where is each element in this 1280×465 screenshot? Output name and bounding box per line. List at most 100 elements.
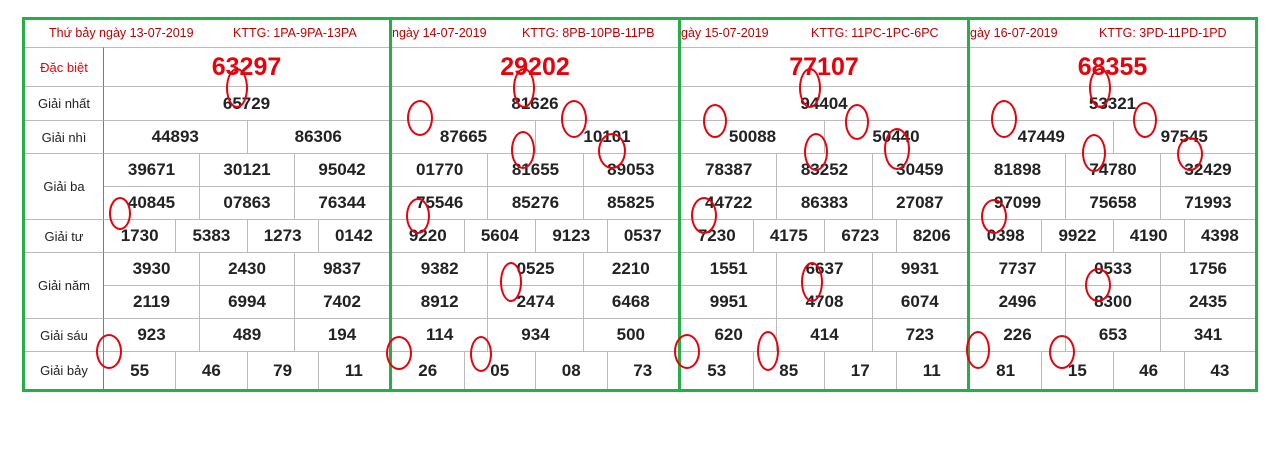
prize-number: 2210 [582, 253, 678, 285]
prize-row: 29202 [392, 47, 678, 86]
prize-label: Giải bảy [25, 351, 104, 389]
prize-number: 9837 [294, 253, 389, 285]
prize-number: 50088 [728, 127, 777, 146]
prize-number: 6468 [582, 286, 678, 318]
prize-row: 7737 0533 1756 [970, 252, 1255, 285]
result-panel-4: gày 16-07-2019 KTTG: 3PD-11PD-1PD 68355 533… [970, 20, 1255, 389]
prize-number: 46 [175, 352, 246, 389]
special-prize-number: 29202 [500, 52, 570, 81]
prize-number: 5604 [463, 220, 536, 252]
prize-number: 11 [317, 352, 389, 389]
prize-number: 0537 [606, 220, 679, 252]
prize-number: 1730 [120, 226, 159, 245]
prize-label: Giải tư [25, 219, 104, 252]
prize-number: 4398 [1183, 220, 1255, 252]
prize-row: 114 934 500 [392, 318, 678, 351]
lottery-results-table: Thứ bảy ngày 13-07-2019 KTTG: 1PA-9PA-13P… [22, 17, 1258, 392]
prize-row: 1730 5383 1273 0142 [104, 219, 389, 252]
prize-number: 97545 [1112, 121, 1256, 153]
draw-date: ngày 14-07-2019 [392, 26, 487, 40]
prize-number: 26 [418, 360, 438, 380]
prize-number: 8300 [1065, 286, 1160, 318]
prize-row: 81626 [392, 86, 678, 120]
prize-row: 9382 0525 2210 [392, 252, 678, 285]
prize-number: 44893 [151, 127, 199, 146]
prize-row: 923 489 194 [104, 318, 389, 351]
prize-number: 53321 [1088, 93, 1137, 113]
prize-number: 32429 [1160, 154, 1255, 186]
prize-number: 4708 [776, 286, 871, 318]
panel-header: gày 15-07-2019 KTTG: 11PC-1PC-6PC [681, 20, 967, 47]
prize-row: 50088 50440 [681, 120, 967, 153]
prize-row: 2496 8300 2435 [970, 285, 1255, 318]
prize-number: 85 [752, 352, 825, 389]
prize-label: Giải nhất [25, 86, 104, 120]
prize-row: 9220 5604 9123 0537 [392, 219, 678, 252]
prize-label: Giải ba [25, 153, 104, 219]
prize-number: 194 [294, 319, 389, 351]
kttg-code: KTTG: 8PB-10PB-11PB [522, 26, 655, 40]
prize-number: 9931 [871, 253, 967, 285]
kttg-code: KTTG: 3PD-11PD-1PD [1099, 26, 1227, 40]
draw-date: gày 16-07-2019 [970, 26, 1058, 40]
prize-number: 3930 [132, 259, 171, 278]
prize-row: 53321 [970, 86, 1255, 120]
prize-number: 78387 [705, 160, 753, 179]
prize-row: 87665 10101 [392, 120, 678, 153]
prize-row: 01770 81655 89053 [392, 153, 678, 186]
prize-number: 0142 [317, 220, 389, 252]
prize-row: 94404 [681, 86, 967, 120]
prize-number: 2496 [998, 292, 1037, 311]
prize-number: 9382 [420, 259, 459, 278]
prize-row: 81 15 46 43 [970, 351, 1255, 389]
prize-row: 44893 86306 [104, 120, 389, 153]
prize-number: 81655 [487, 154, 582, 186]
prize-row: 77107 [681, 47, 967, 86]
result-panel-3: gày 15-07-2019 KTTG: 11PC-1PC-6PC 77107 944… [681, 20, 967, 389]
prize-number: 53 [707, 360, 727, 380]
result-panel-2: ngày 14-07-2019 KTTG: 8PB-10PB-11PB 29202 8… [392, 20, 678, 389]
panel-header: ngày 14-07-2019 KTTG: 8PB-10PB-11PB [392, 20, 678, 47]
prize-number: 11 [895, 352, 968, 389]
prize-number: 6074 [871, 286, 967, 318]
prize-number: 73 [606, 352, 679, 389]
prize-number: 226 [1003, 325, 1032, 344]
kttg-code: KTTG: 1PA-9PA-13PA [233, 26, 357, 40]
prize-number: 6994 [199, 286, 294, 318]
prize-number: 9220 [408, 226, 447, 245]
panel-header: gày 16-07-2019 KTTG: 3PD-11PD-1PD [970, 20, 1255, 47]
prize-number: 76344 [294, 187, 389, 219]
prize-number: 50440 [824, 121, 967, 153]
panel-header: Thứ bảy ngày 13-07-2019 KTTG: 1PA-9PA-13P… [25, 20, 389, 47]
prize-number: 46 [1112, 352, 1184, 389]
prize-number: 6637 [776, 253, 871, 285]
prize-row: 55 46 79 11 [104, 351, 389, 389]
prize-number: 79 [246, 352, 318, 389]
prize-number: 0398 [986, 226, 1025, 245]
prize-number: 2119 [133, 292, 170, 311]
prize-row: 1551 6637 9931 [681, 252, 967, 285]
prize-number: 7402 [294, 286, 389, 318]
prize-row: 26 05 08 73 [392, 351, 678, 389]
prize-number: 8206 [895, 220, 968, 252]
prize-number: 95042 [294, 154, 389, 186]
draw-date: gày 15-07-2019 [681, 26, 769, 40]
prize-number: 2430 [199, 253, 294, 285]
prize-number: 17 [824, 352, 896, 389]
prize-number: 47449 [1017, 127, 1065, 146]
panel-separator [389, 20, 392, 389]
prize-number: 86383 [776, 187, 871, 219]
prize-number: 97099 [993, 193, 1042, 212]
prize-row: 47449 97545 [970, 120, 1255, 153]
prize-number: 43 [1183, 352, 1255, 389]
prize-row: 68355 [970, 47, 1255, 86]
prize-number: 74780 [1065, 154, 1160, 186]
prize-row: 63297 [104, 47, 389, 86]
prize-number: 9922 [1041, 220, 1112, 252]
prize-row: 75546 85276 85825 [392, 186, 678, 219]
prize-number: 75658 [1065, 187, 1160, 219]
prize-row: 7230 4175 6723 8206 [681, 219, 967, 252]
prize-number: 723 [871, 319, 967, 351]
prize-row: 8912 2474 6468 [392, 285, 678, 318]
result-panel-1: Thứ bảy ngày 13-07-2019 KTTG: 1PA-9PA-13P… [25, 20, 389, 389]
